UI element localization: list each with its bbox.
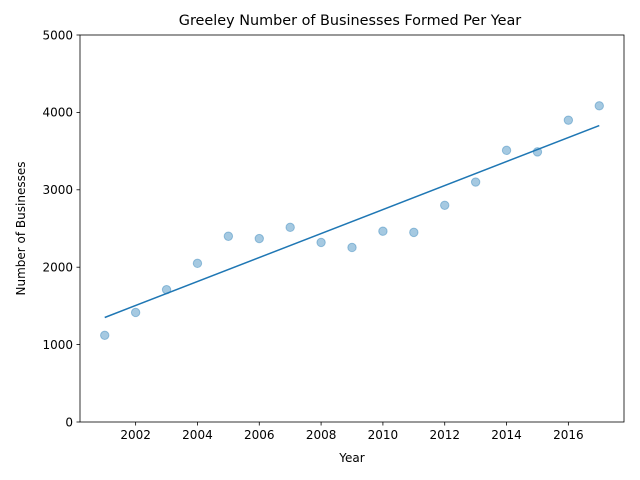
x-tick-label: 2016 xyxy=(553,428,584,442)
x-tick-label: 2004 xyxy=(182,428,213,442)
y-tick-label: 5000 xyxy=(42,28,73,42)
x-tick-label: 2008 xyxy=(306,428,337,442)
x-tick-label: 2002 xyxy=(120,428,151,442)
data-point xyxy=(470,177,481,187)
data-point xyxy=(192,258,203,269)
data-point xyxy=(409,227,419,238)
data-point xyxy=(316,237,326,248)
data-point xyxy=(223,231,234,241)
plot-frame xyxy=(79,34,625,423)
axis-ticks: 2002 2004 2006 2008 2010 2012 2014 2016 0 1000 200… xyxy=(42,28,583,442)
data-point xyxy=(254,233,264,244)
y-tick-label: 1000 xyxy=(42,338,73,352)
trend-line xyxy=(104,124,600,319)
data-point xyxy=(285,222,295,233)
data-point xyxy=(378,226,388,236)
data-point xyxy=(347,242,357,253)
x-tick-label: 2014 xyxy=(491,428,522,442)
x-tick-label: 2010 xyxy=(368,428,399,442)
data-point xyxy=(563,115,574,125)
data-point xyxy=(100,330,110,341)
data-point xyxy=(594,101,604,111)
chart-title: Greeley Number of Businesses Formed Per … xyxy=(179,13,521,29)
x-tick-label: 2006 xyxy=(244,428,275,442)
plot-area xyxy=(100,101,604,341)
data-point xyxy=(130,307,141,318)
data-point xyxy=(501,145,512,156)
y-tick-label: 0 xyxy=(65,415,73,429)
x-tick-label: 2012 xyxy=(429,428,460,442)
y-axis-label: Number of Businesses xyxy=(14,162,28,296)
y-tick-label: 2000 xyxy=(42,261,73,275)
y-tick-label: 4000 xyxy=(42,106,73,120)
x-axis-label: Year xyxy=(338,451,364,465)
y-tick-label: 3000 xyxy=(42,183,73,197)
data-point xyxy=(440,200,450,210)
